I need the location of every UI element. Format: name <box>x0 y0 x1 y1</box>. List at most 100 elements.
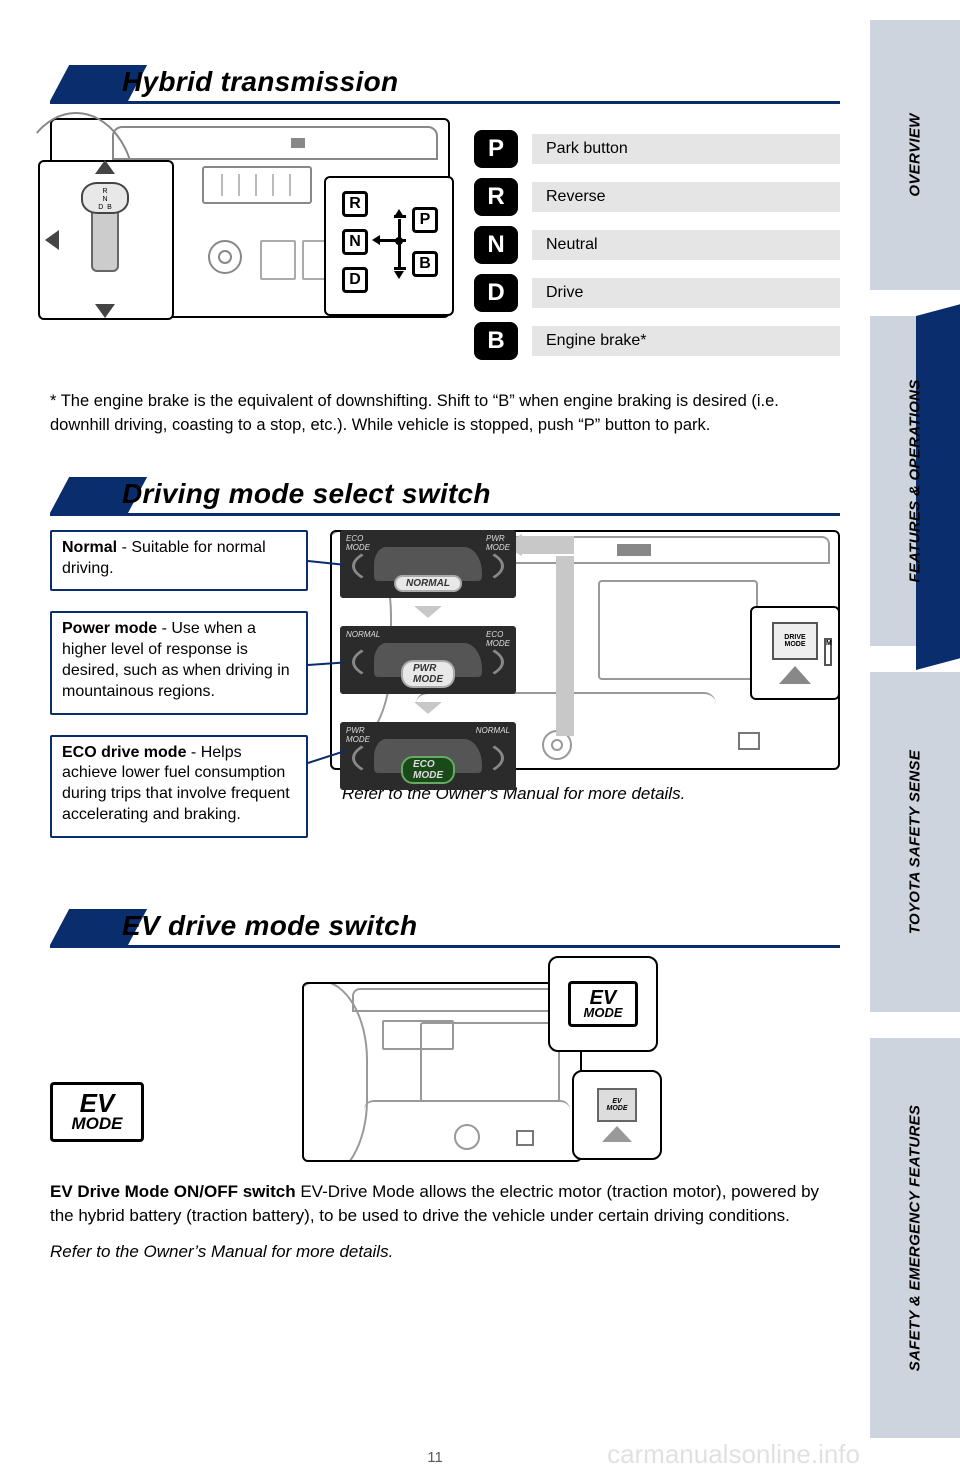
ev-illustration: EV MODE EV MODE <box>302 962 702 1162</box>
mode-card-normal: ECO MODE PWR MODE NORMAL <box>340 530 516 598</box>
callout-normal: Normal - Suitable for normal driving. <box>50 530 308 592</box>
heading-rule <box>50 513 840 516</box>
tab-safety-sense: TOYOTA SAFETY SENSE <box>870 672 960 1012</box>
legend-label: Park button <box>532 134 840 164</box>
mode-top-right: PWR MODE <box>486 534 510 552</box>
transmission-row: R N D B R N D P B <box>50 118 840 370</box>
rotary-knob <box>208 240 242 274</box>
section-heading-ev: EV drive mode switch <box>50 904 840 948</box>
ev-badge-line2: MODE <box>584 1007 623 1019</box>
center-screen <box>598 580 758 680</box>
legend-icon-p: P <box>474 130 518 168</box>
center-vent <box>202 166 312 204</box>
gate-p: P <box>412 207 438 233</box>
mode-top-left: ECO MODE <box>346 534 370 552</box>
drive-mode-button: DRIVE MODE <box>772 622 818 660</box>
legend-label: Neutral <box>532 230 840 260</box>
ev-button-location <box>516 1130 534 1146</box>
shifter-knob: R N D B <box>81 182 129 214</box>
tab-label: SAFETY & EMERGENCY FEATURES <box>907 1105 924 1371</box>
legend-icon-n: N <box>474 226 518 264</box>
rotary-knob <box>454 1124 480 1150</box>
arrow-down-icon <box>340 602 516 622</box>
mode-badge: ECO MODE <box>401 756 455 784</box>
watermark: carmanualsonline.info <box>607 1439 860 1470</box>
mode-top-right: ECO MODE <box>486 630 510 648</box>
section-heading-drive-mode: Driving mode select switch <box>50 472 840 516</box>
legend-row: D Drive <box>474 274 840 312</box>
legend-icon-b: B <box>474 322 518 360</box>
dashboard-illustration: R N D B R N D P B <box>50 118 450 318</box>
ev-icon-inset: EV MODE <box>548 956 658 1052</box>
arrow-up-icon <box>602 1126 632 1142</box>
arrow-down-icon <box>95 304 115 318</box>
drive-mode-right: DRIVE MODE M ECO MODE PWR MODE NORMAL <box>322 530 840 804</box>
ev-mode-badge: EV MODE <box>50 1082 144 1142</box>
legend-icon-d: D <box>474 274 518 312</box>
callout-title: ECO drive mode <box>62 744 186 761</box>
flow-arrow-icon <box>522 536 576 736</box>
callout-title: Power mode <box>62 620 157 637</box>
gate-r: R <box>342 191 368 217</box>
tab-label: OVERVIEW <box>907 113 924 196</box>
transmission-legend: P Park button R Reverse N Neutral D Drive BE… <box>474 130 840 370</box>
ev-button-inset: EV MODE <box>572 1070 662 1160</box>
ev-description: EV Drive Mode ON/OFF switch EV-Drive Mod… <box>50 1180 840 1228</box>
shifter-knob-label: R N D B <box>98 188 112 212</box>
legend-label: Engine brake* <box>532 326 840 356</box>
arrow-up-icon <box>95 160 115 174</box>
legend-icon-r: R <box>474 178 518 216</box>
arrow-up-icon <box>779 666 811 684</box>
mode-top-left: PWR MODE <box>346 726 370 744</box>
tab-label: TOYOTA SAFETY SENSE <box>907 750 924 934</box>
ev-mode-button: EV MODE <box>597 1088 637 1122</box>
detent-icon: M <box>824 638 832 666</box>
legend-label: Reverse <box>532 182 840 212</box>
heading-title: Driving mode select switch <box>122 478 491 510</box>
callout-eco: ECO drive mode - Helps achieve lower fue… <box>50 735 308 838</box>
dash-slot <box>291 138 305 148</box>
mode-badge: PWR MODE <box>401 660 455 688</box>
ev-row: EV MODE EV MODE <box>50 962 840 1162</box>
ev-badge-line2: MODE <box>72 1116 123 1131</box>
mode-badge: NORMAL <box>394 575 462 592</box>
ev-dashboard <box>302 982 582 1162</box>
callout-title: Normal <box>62 539 117 556</box>
legend-row: P Park button <box>474 130 840 168</box>
heading-title: Hybrid transmission <box>122 66 398 98</box>
arrow-left-icon <box>45 230 59 250</box>
mode-card-eco: PWR MODE NORMAL ECO MODE <box>340 722 516 790</box>
gate-n: N <box>342 229 368 255</box>
drive-mode-button-location <box>738 732 760 750</box>
ev-description-bold: EV Drive Mode ON/OFF switch <box>50 1182 296 1201</box>
mode-card-power: NORMAL ECO MODE PWR MODE <box>340 626 516 694</box>
page-number: 11 <box>427 1449 443 1466</box>
ev-badge-line1: EV <box>80 1092 115 1115</box>
heading-title: EV drive mode switch <box>122 910 417 942</box>
dash-top <box>352 988 572 1012</box>
gate-d: D <box>342 267 368 293</box>
legend-row: B Engine brake* <box>474 322 840 360</box>
shift-gate-inset: R N D P B <box>324 176 454 316</box>
drive-mode-button-inset: DRIVE MODE M <box>750 606 840 700</box>
center-screen <box>420 1022 560 1102</box>
transmission-footnote: * The engine brake is the equivalent of … <box>50 390 840 438</box>
legend-row: R Reverse <box>474 178 840 216</box>
drive-mode-wrap: Normal - Suitable for normal driving. Po… <box>50 530 840 858</box>
callout-power: Power mode - Use when a higher level of … <box>50 611 308 714</box>
legend-label: Drive <box>532 278 840 308</box>
tab-emergency: SAFETY & EMERGENCY FEATURES <box>870 1038 960 1438</box>
side-tabs: OVERVIEW FEATURES & OPERATIONS TOYOTA SA… <box>870 0 960 1484</box>
arrow-down-icon <box>340 698 516 718</box>
heading-rule <box>50 945 840 948</box>
legend-row: N Neutral <box>474 226 840 264</box>
heading-rule <box>50 101 840 104</box>
tab-overview: OVERVIEW <box>870 20 960 290</box>
drive-mode-callouts: Normal - Suitable for normal driving. Po… <box>50 530 308 858</box>
mode-card-stack: ECO MODE PWR MODE NORMAL NORMAL ECO MODE… <box>340 530 516 798</box>
tab-label: FEATURES & OPERATIONS <box>907 379 924 582</box>
mode-top-right: NORMAL <box>476 726 510 735</box>
sensor-icon <box>617 544 651 556</box>
mode-top-left: NORMAL <box>346 630 380 639</box>
shifter-inset: R N D B <box>38 160 174 320</box>
